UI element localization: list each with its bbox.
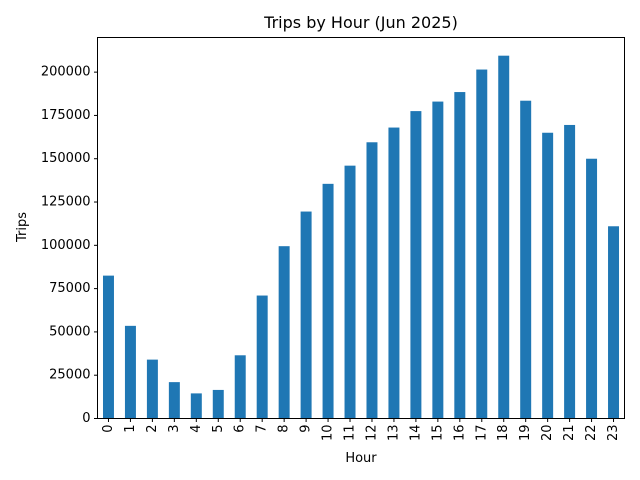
bar-hour-16 bbox=[454, 92, 466, 419]
bar-hour-17 bbox=[476, 69, 488, 419]
x-tick-label: 13 bbox=[386, 425, 401, 442]
bar-hour-3 bbox=[168, 382, 180, 419]
x-tick-label: 21 bbox=[562, 425, 577, 442]
bar-hour-5 bbox=[212, 389, 224, 419]
y-axis-label: Trips bbox=[15, 212, 30, 243]
x-tick-label: 11 bbox=[343, 425, 358, 442]
x-axis: 0 1 2 3 4 5 6 7 8 9 10 11 12 13 14 15 16 17 18 19 20 21 22 23 bbox=[101, 418, 621, 442]
x-tick-label: 4 bbox=[189, 425, 204, 433]
bar-hour-14 bbox=[410, 111, 422, 419]
bar-hour-7 bbox=[256, 295, 268, 419]
y-tick-label: 0 bbox=[82, 411, 90, 426]
plot-frame bbox=[97, 37, 625, 419]
bar-hour-23 bbox=[608, 226, 620, 419]
x-tick-label: 12 bbox=[364, 425, 379, 442]
x-tick-label: 5 bbox=[211, 425, 226, 433]
y-tick-label: 100000 bbox=[41, 238, 91, 253]
bars-group bbox=[102, 55, 620, 419]
x-tick-label: 14 bbox=[408, 425, 423, 442]
y-tick-label: 150000 bbox=[41, 151, 91, 166]
x-tick-label: 17 bbox=[474, 425, 489, 442]
x-tick-label: 19 bbox=[518, 425, 533, 442]
x-tick-label: 23 bbox=[606, 425, 621, 442]
x-tick-label: 8 bbox=[277, 425, 292, 433]
x-tick-label: 18 bbox=[496, 425, 511, 442]
bar-hour-20 bbox=[542, 132, 554, 419]
y-tick-label: 125000 bbox=[41, 195, 91, 210]
x-tick-label: 22 bbox=[584, 425, 599, 442]
x-tick-label: 20 bbox=[540, 425, 555, 442]
x-tick-label: 0 bbox=[101, 425, 116, 433]
y-tick-label: 75000 bbox=[49, 281, 90, 296]
x-tick-label: 16 bbox=[452, 425, 467, 442]
x-tick-label: 15 bbox=[430, 425, 445, 442]
bar-hour-21 bbox=[564, 124, 576, 419]
bar-hour-8 bbox=[278, 246, 290, 419]
bar-hour-22 bbox=[586, 158, 598, 419]
y-tick-label: 25000 bbox=[49, 368, 90, 383]
bar-hour-0 bbox=[102, 275, 114, 419]
x-tick-label: 1 bbox=[123, 425, 138, 433]
x-axis-label: Hour bbox=[345, 451, 377, 466]
bar-hour-11 bbox=[344, 165, 356, 419]
bar-hour-2 bbox=[146, 359, 158, 419]
bar-hour-19 bbox=[520, 100, 532, 419]
bar-hour-15 bbox=[432, 101, 444, 419]
y-tick-label: 175000 bbox=[41, 108, 91, 123]
bar-hour-4 bbox=[190, 393, 202, 419]
bar-hour-13 bbox=[388, 127, 400, 419]
x-tick-label: 7 bbox=[255, 425, 270, 433]
x-tick-label: 2 bbox=[145, 425, 160, 433]
bar-hour-1 bbox=[124, 325, 136, 419]
bar-hour-10 bbox=[322, 183, 334, 419]
y-axis: 0 25000 50000 75000 100000 125000 150000 175000… bbox=[41, 65, 98, 426]
x-tick-label: 6 bbox=[233, 425, 248, 433]
bar-hour-12 bbox=[366, 142, 378, 419]
x-tick-label: 9 bbox=[299, 425, 314, 433]
bar-hour-18 bbox=[498, 55, 510, 419]
bar-hour-9 bbox=[300, 211, 312, 419]
y-tick-label: 50000 bbox=[49, 324, 90, 339]
y-tick-label: 200000 bbox=[41, 65, 91, 80]
chart-title: Trips by Hour (Jun 2025) bbox=[263, 13, 458, 32]
x-tick-label: 10 bbox=[321, 425, 336, 442]
bar-hour-6 bbox=[234, 355, 246, 419]
x-tick-label: 3 bbox=[167, 425, 182, 433]
